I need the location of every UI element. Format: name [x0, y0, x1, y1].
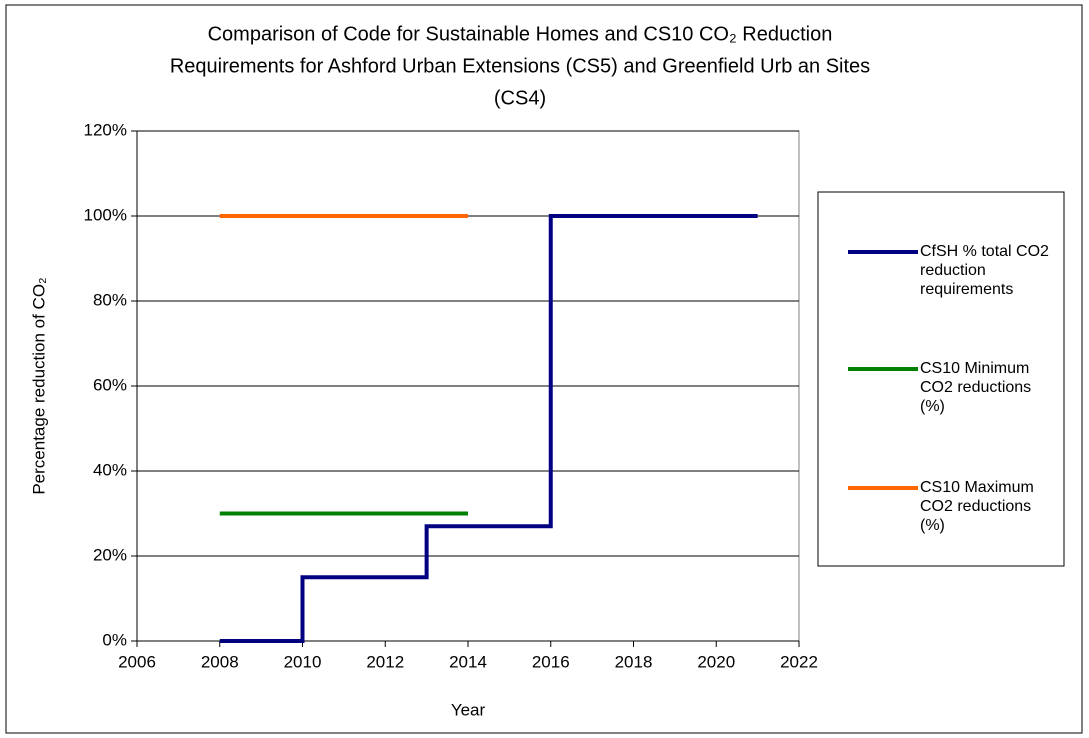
y-tick-label: 20% — [93, 545, 127, 564]
y-axis-label: Percentage reduction of CO₂ — [29, 277, 48, 494]
legend-box — [817, 191, 1065, 567]
x-tick-label: 2020 — [697, 652, 735, 671]
legend-label: CS10 Maximum CO2 reductions (%) — [920, 479, 1034, 534]
legend-label: CS10 Minimum CO2 reductions (%) — [920, 360, 1032, 415]
x-tick-label: 2022 — [780, 652, 818, 671]
x-tick-label: 2014 — [449, 652, 487, 671]
x-tick-label: 2012 — [366, 652, 404, 671]
x-tick-label: 2010 — [284, 652, 322, 671]
chart-title: (CS4) — [494, 87, 546, 109]
y-tick-label: 120% — [84, 120, 127, 139]
y-tick-label: 60% — [93, 375, 127, 394]
chart-title: Comparison of Code for Sustainable Homes… — [208, 23, 833, 45]
y-tick-label: 100% — [84, 205, 127, 224]
chart-title: Requirements for Ashford Urban Extension… — [170, 55, 870, 77]
x-axis-label: Year — [451, 700, 486, 719]
x-tick-label: 2018 — [615, 652, 653, 671]
x-tick-label: 2006 — [118, 652, 156, 671]
x-tick-label: 2016 — [532, 652, 570, 671]
legend-label: CfSH % total CO2 reduction requirements — [920, 243, 1049, 298]
x-tick-label: 2008 — [201, 652, 239, 671]
series-line — [219, 214, 758, 643]
y-tick-label: 0% — [102, 630, 127, 649]
y-tick-label: 80% — [93, 290, 127, 309]
y-tick-label: 40% — [93, 460, 127, 479]
